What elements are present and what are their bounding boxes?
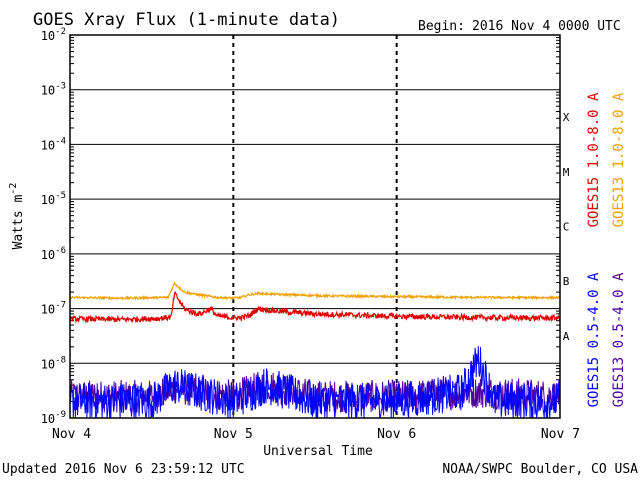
series-line [69, 371, 561, 414]
flare-class-label: M [563, 166, 570, 179]
credit-text: NOAA/SWPC Boulder, CO USA [442, 462, 638, 477]
flare-class-label: X [563, 111, 570, 124]
legend-entry: GOES13 0.5-4.0 A [611, 272, 627, 407]
grid [70, 35, 560, 418]
legend: GOES15 1.0-8.0 A GOES13 1.0-8.0 A GOES15 0… [586, 92, 627, 407]
legend-entry: GOES15 0.5-4.0 A [586, 272, 602, 407]
legend-entry: GOES15 1.0-8.0 A [586, 92, 602, 227]
y-tick-label: 10-7 [41, 301, 66, 317]
y-tick-label: 10-5 [41, 191, 66, 207]
begin-label: Begin: [418, 19, 465, 34]
x-tick-label: Nov 7 [541, 427, 580, 442]
y-tick-label: 10-3 [41, 82, 66, 98]
x-axis-label: Universal Time [263, 444, 373, 459]
flare-class-labels: X M C B A [563, 111, 570, 343]
x-tick-label: Nov 4 [52, 427, 91, 442]
begin-value: 2016 Nov 4 0000 UTC [472, 19, 621, 34]
y-tick-label: 10-8 [41, 355, 66, 371]
legend-entry: GOES13 1.0-8.0 A [611, 92, 627, 227]
x-tick-label: Nov 6 [377, 427, 416, 442]
flare-class-label: C [563, 221, 570, 234]
y-axis-label-group: Watts m-2 [8, 183, 26, 250]
y-axis-label-exponent: -2 [8, 183, 19, 195]
series-line [69, 280, 561, 301]
y-tick-labels: 10-2 10-3 10-4 10-5 10-6 10-7 10-8 10-9 [41, 27, 66, 426]
y-axis-label-text: Watts m [11, 194, 26, 249]
y-tick-label: 10-4 [41, 136, 66, 152]
y-axis-label: Watts m-2 [8, 183, 26, 250]
updated-text: Updated 2016 Nov 6 23:59:12 UTC [2, 462, 245, 477]
y-tick-label: 10-2 [41, 27, 66, 43]
plot-frame [69, 34, 561, 419]
chart-title: GOES Xray Flux (1-minute data) [33, 10, 340, 30]
x-tick-label: Nov 5 [214, 427, 253, 442]
x-tick-labels: Nov 4 Nov 5 Nov 6 Nov 7 [52, 427, 580, 442]
y-tick-label: 10-6 [41, 246, 66, 262]
flare-class-label: B [563, 275, 570, 288]
series-line [69, 291, 561, 324]
flare-class-label: A [563, 330, 570, 343]
series-line [69, 346, 561, 419]
y-tick-label: 10-9 [41, 410, 66, 426]
series-lines [69, 280, 561, 419]
